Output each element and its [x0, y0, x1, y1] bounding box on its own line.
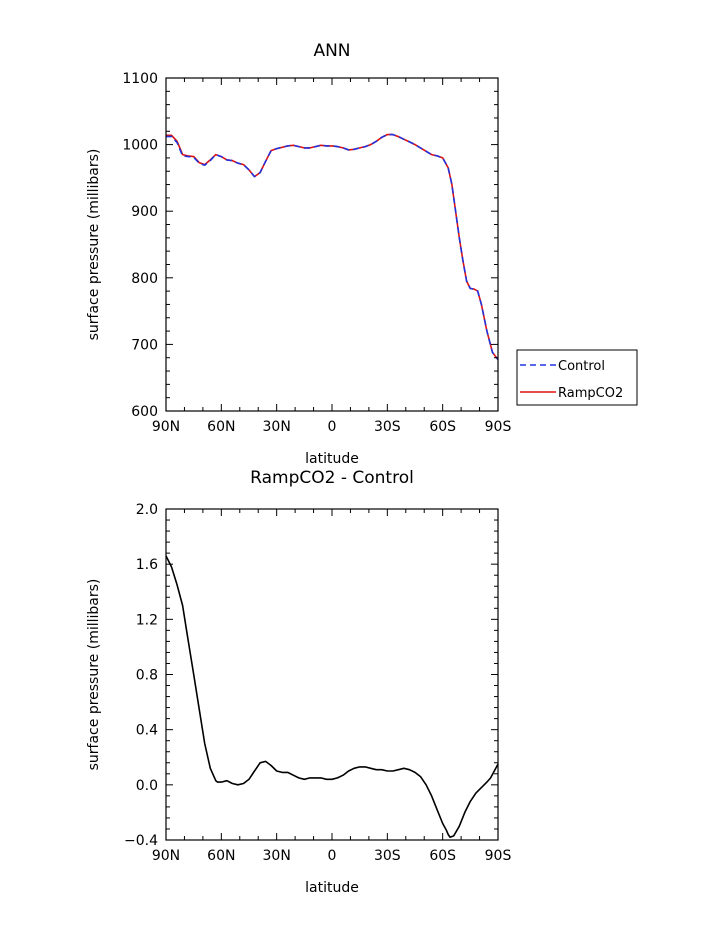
- legend: Control RampCO2: [516, 349, 638, 406]
- bottom-x-tick-label: 60S: [429, 848, 456, 864]
- top-panel: 90N 60N 30N 0 30S 60S 90S60070080090010001100 …: [86, 41, 511, 467]
- top-x-tick-label: 30S: [374, 419, 401, 435]
- top-x-tick-label: 60S: [429, 419, 456, 435]
- bottom-x-tick-label: 30N: [263, 848, 291, 864]
- top-chart-title: ANN: [313, 41, 350, 61]
- bottom-y-tick-label: 0.4: [136, 723, 158, 739]
- top-x-tick-label: 90N: [152, 419, 180, 435]
- top-y-axis-label: surface pressure (millibars): [86, 149, 102, 341]
- bottom-x-tick-label: 90N: [152, 848, 180, 864]
- top-y-tick-label: 600: [131, 404, 158, 420]
- top-y-tick-label: 700: [131, 337, 158, 353]
- top-y-tick-label: 900: [131, 204, 158, 220]
- top-y-tick-label: 1100: [122, 71, 158, 87]
- legend-box: [516, 349, 638, 406]
- bottom-y-tick-label: 0.8: [136, 668, 158, 684]
- top-x-axis-label: latitude: [305, 451, 359, 467]
- top-y-tick-label: 1000: [122, 138, 158, 154]
- top-y-tick-label: 800: [131, 271, 158, 287]
- top-x-tick-label: 30N: [263, 419, 291, 435]
- legend-label-control: Control: [558, 359, 605, 374]
- bottom-x-tick-label: 0: [328, 848, 337, 864]
- bottom-y-tick-label: 1.2: [136, 612, 158, 628]
- top-plot-frame: [165, 77, 499, 412]
- top-x-tick-label: 60N: [207, 419, 235, 435]
- bottom-x-tick-label: 30S: [374, 848, 401, 864]
- bottom-y-tick-label: −0.4: [124, 833, 158, 849]
- top-series-line-control: [166, 133, 499, 361]
- bottom-series-line-difference: [165, 555, 499, 838]
- bottom-x-axis-label: latitude: [305, 880, 359, 896]
- bottom-x-tick-label: 60N: [207, 848, 235, 864]
- bottom-y-tick-label: 1.6: [136, 557, 158, 573]
- top-x-tick-label: 90S: [485, 419, 512, 435]
- bottom-x-tick-label: 90S: [485, 848, 512, 864]
- legend-label-rampco2: RampCO2: [558, 386, 623, 401]
- bottom-y-tick-label: 2.0: [136, 502, 158, 518]
- bottom-plot-frame: [165, 508, 499, 841]
- bottom-panel: 90N 60N 30N 0 30S 60S 90S −0.4 0.0 0.4 0.8 1.2 1.6 2.…: [86, 468, 511, 896]
- bottom-y-tick-label: 0.0: [136, 778, 158, 794]
- bottom-chart-title: RampCO2 - Control: [250, 468, 414, 488]
- bottom-y-axis-label: surface pressure (millibars): [86, 579, 102, 771]
- top-x-tick-label: 0: [328, 419, 337, 435]
